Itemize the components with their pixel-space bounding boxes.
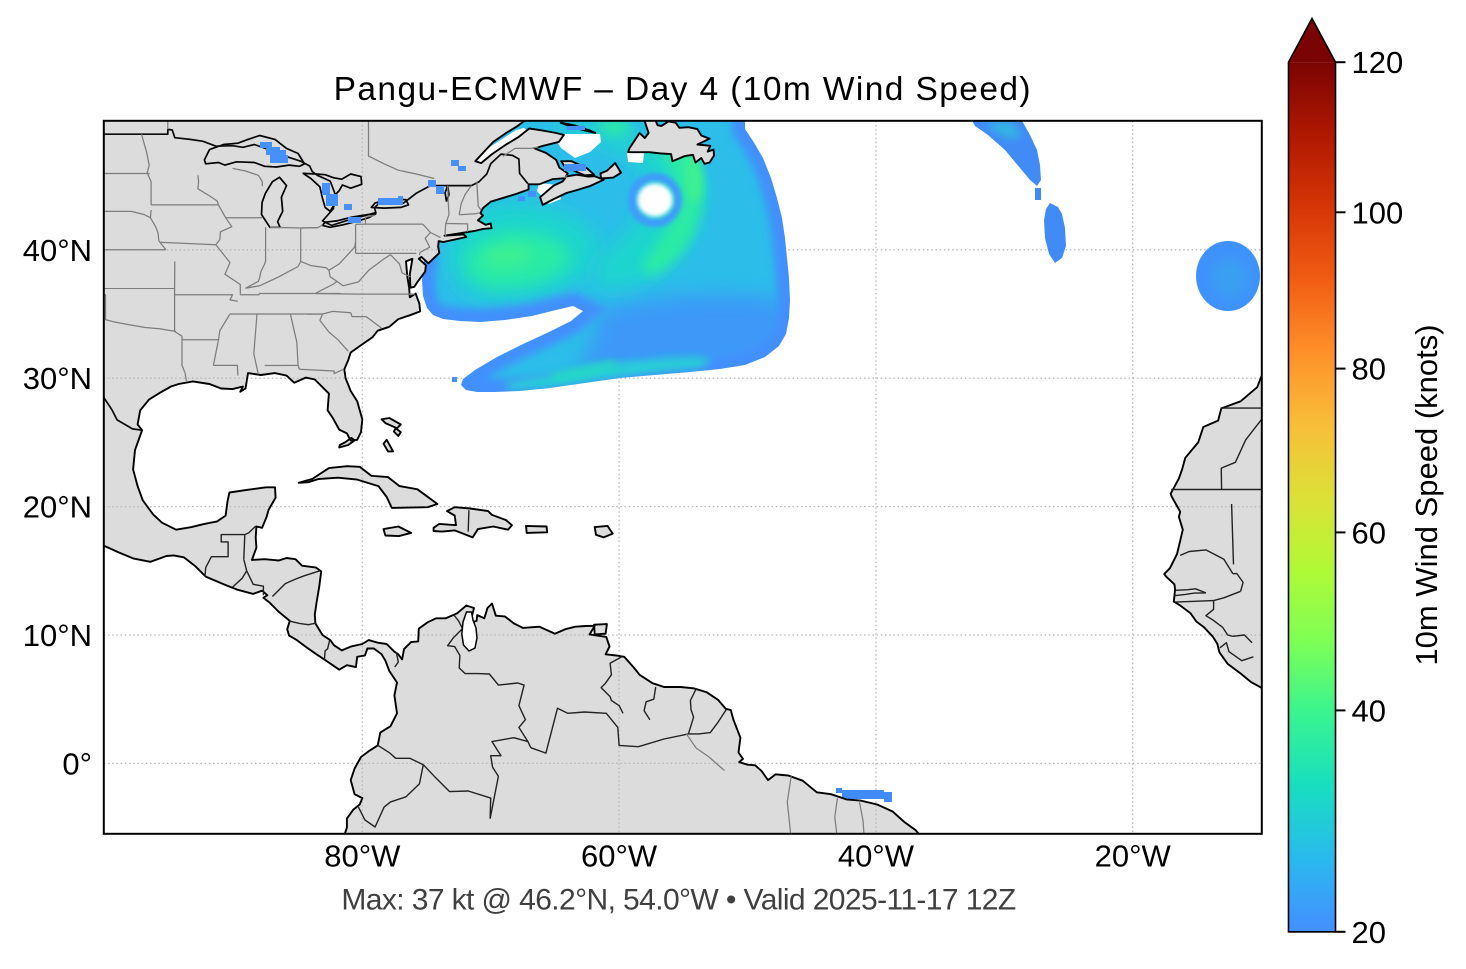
svg-text:80°W: 80°W — [324, 839, 401, 874]
svg-text:40: 40 — [1352, 693, 1386, 728]
svg-text:80: 80 — [1352, 352, 1386, 387]
svg-text:60°W: 60°W — [581, 839, 658, 874]
svg-text:Pangu-ECMWF – Day 4 (10m Wind: Pangu-ECMWF – Day 4 (10m Wind Speed) — [334, 71, 1032, 108]
svg-text:40°N: 40°N — [23, 233, 92, 268]
svg-text:10m Wind Speed (knots): 10m Wind Speed (knots) — [1409, 324, 1444, 665]
svg-text:10°N: 10°N — [23, 618, 92, 653]
svg-text:100: 100 — [1352, 195, 1404, 230]
svg-text:30°N: 30°N — [23, 361, 92, 396]
svg-text:60: 60 — [1352, 515, 1386, 550]
svg-text:20°W: 20°W — [1095, 839, 1172, 874]
svg-text:Max: 37 kt @ 46.2°N, 54.0°W •: Max: 37 kt @ 46.2°N, 54.0°W • Valid 2025… — [341, 884, 1015, 917]
svg-text:20°N: 20°N — [23, 490, 92, 525]
svg-text:40°W: 40°W — [838, 839, 915, 874]
svg-text:120: 120 — [1352, 45, 1404, 80]
svg-text:0°: 0° — [62, 746, 92, 781]
svg-text:20: 20 — [1352, 915, 1386, 950]
